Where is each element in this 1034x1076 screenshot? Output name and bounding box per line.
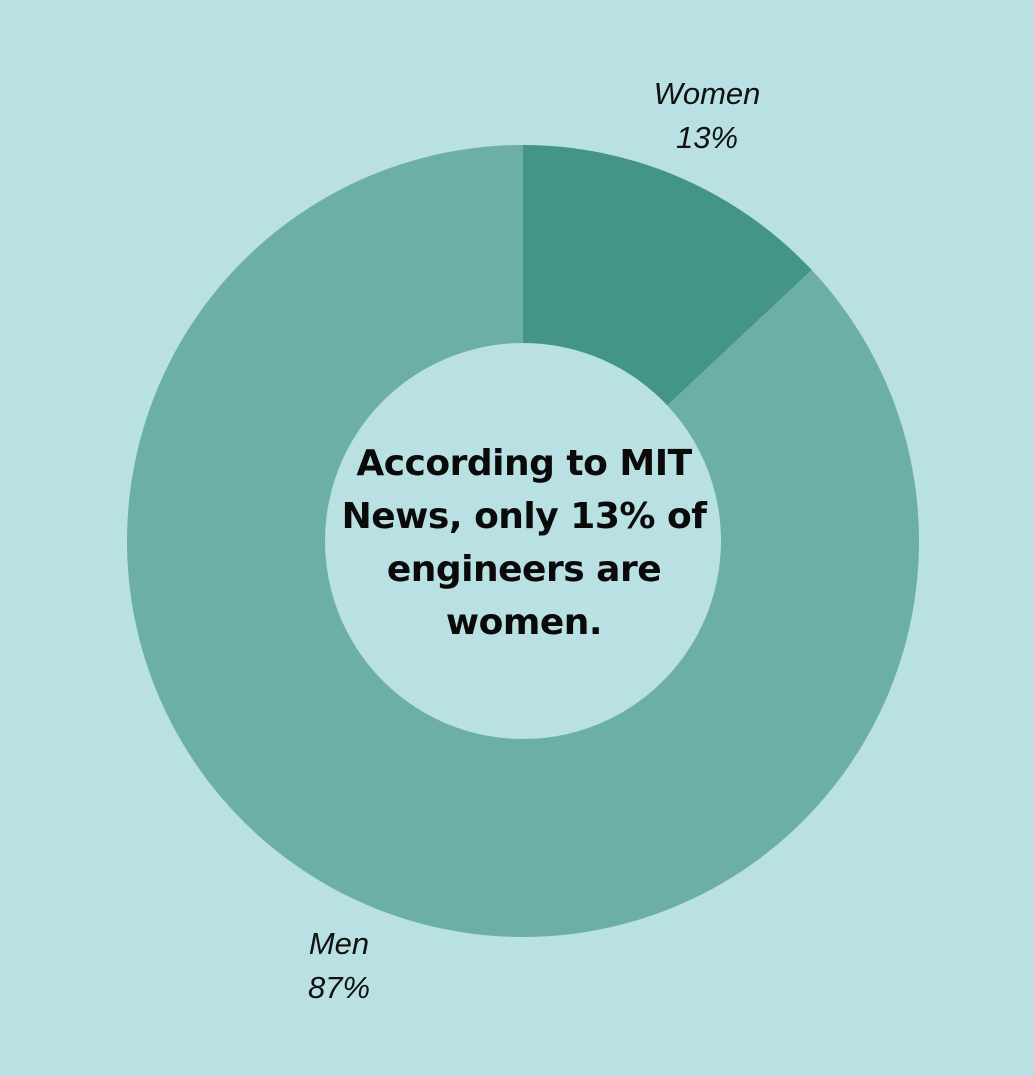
slice-label-men: Men 87% xyxy=(259,922,419,1010)
slice-label-women-name: Women xyxy=(653,76,761,111)
slice-label-men-name: Men xyxy=(308,926,370,961)
slice-men xyxy=(126,145,919,937)
center-caption: According to MIT News, only 13% of engin… xyxy=(341,443,707,643)
slice-label-men-value: 87% xyxy=(307,970,371,1005)
slice-label-women: Women 13% xyxy=(622,72,792,160)
slice-women xyxy=(523,145,812,406)
slice-label-women-value: 13% xyxy=(675,120,739,155)
